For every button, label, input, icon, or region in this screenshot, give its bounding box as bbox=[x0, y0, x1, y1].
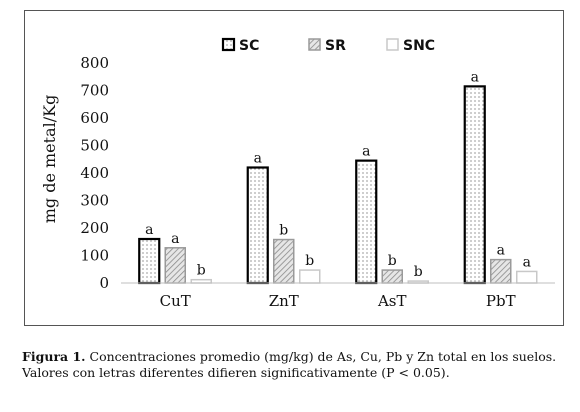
x-tick-label: PbT bbox=[486, 292, 516, 310]
y-tick-label: 200 bbox=[80, 219, 109, 237]
y-axis-label: mg de metal/Kg bbox=[40, 95, 59, 224]
y-tick-label: 800 bbox=[80, 54, 109, 72]
legend-swatch-snc bbox=[386, 38, 399, 51]
bar-sc-cut bbox=[138, 237, 161, 285]
significance-letter: b bbox=[388, 253, 397, 269]
significance-letter: a bbox=[145, 222, 153, 238]
x-axis-ticks: CuT ZnT AsT PbT bbox=[160, 292, 516, 310]
legend-swatch-sc bbox=[221, 37, 236, 52]
bar-sc-znt bbox=[246, 166, 269, 285]
caption-label: Figura 1. bbox=[22, 349, 86, 364]
y-tick-label: 400 bbox=[80, 164, 109, 182]
significance-letter: a bbox=[523, 254, 531, 270]
caption-text: Concentraciones promedio (mg/kg) de As, … bbox=[22, 349, 557, 380]
x-tick-label: CuT bbox=[160, 292, 191, 310]
legend-label-sr: SR bbox=[325, 38, 346, 54]
y-tick-label: 600 bbox=[80, 109, 109, 127]
bar-snc-znt bbox=[299, 269, 321, 284]
significance-letter: a bbox=[362, 144, 370, 160]
significance-letter: a bbox=[471, 69, 479, 85]
y-axis-ticks: 0 100 200 300 400 500 600 700 800 bbox=[80, 54, 109, 292]
bar-sr-cut bbox=[164, 247, 186, 284]
significance-letter: b bbox=[197, 263, 206, 279]
significance-letter: a bbox=[254, 151, 262, 167]
y-tick-label: 700 bbox=[80, 82, 109, 100]
legend-swatch-sr bbox=[308, 38, 321, 51]
bar-sc-ast bbox=[355, 159, 378, 285]
bar-sr-ast bbox=[381, 269, 403, 284]
y-tick-label: 100 bbox=[80, 247, 109, 265]
bar-snc-pbt bbox=[516, 270, 538, 284]
y-tick-label: 0 bbox=[99, 274, 109, 292]
bar-sr-pbt bbox=[490, 258, 512, 284]
bars: a a b a b b a b b a a a bbox=[138, 69, 538, 285]
legend-label-snc: SNC bbox=[403, 38, 435, 54]
bar-sc-pbt bbox=[463, 85, 486, 285]
bar-sr-znt bbox=[273, 238, 295, 284]
chart-frame: SC SR SNC mg de metal/Kg 0 100 200 300 400 500 6… bbox=[24, 10, 564, 326]
significance-letter: b bbox=[414, 264, 423, 280]
x-tick-label: AsT bbox=[377, 292, 407, 310]
bar-chart: SC SR SNC mg de metal/Kg 0 100 200 300 400 500 6… bbox=[40, 37, 555, 310]
y-tick-label: 300 bbox=[80, 192, 109, 210]
legend: SC SR SNC bbox=[221, 37, 435, 54]
significance-letter: a bbox=[497, 243, 505, 259]
figure-caption: Figura 1. Concentraciones promedio (mg/k… bbox=[22, 349, 567, 381]
significance-letter: a bbox=[171, 231, 179, 247]
y-tick-label: 500 bbox=[80, 137, 109, 155]
x-tick-label: ZnT bbox=[269, 292, 299, 310]
significance-letter: b bbox=[279, 223, 288, 239]
legend-label-sc: SC bbox=[239, 38, 259, 54]
significance-letter: b bbox=[305, 253, 314, 269]
